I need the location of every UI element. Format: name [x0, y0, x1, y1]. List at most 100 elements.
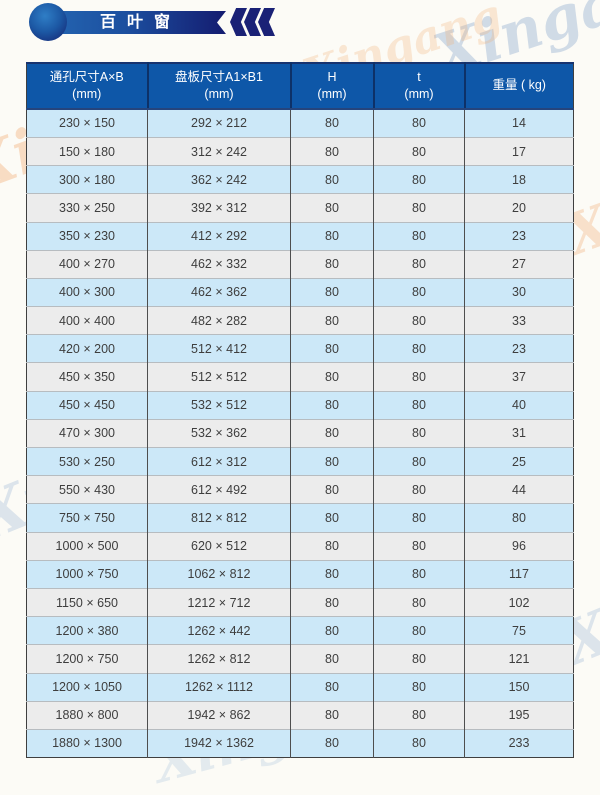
table-cell: 80: [290, 277, 374, 307]
table-cell: 18: [464, 165, 574, 194]
table-cell: 80: [290, 165, 374, 194]
table-row: 1200 × 1050 1262 × 1112 80 80 150: [26, 672, 574, 702]
table-cell: 80: [373, 418, 465, 448]
table-cell: 530 × 250: [26, 446, 148, 476]
table-cell: 1942 × 862: [147, 700, 291, 730]
column-label: 重量 ( kg): [492, 78, 546, 93]
table-cell: 80: [373, 475, 465, 504]
table-cell: 80: [290, 390, 374, 420]
banner-bar: 百叶窗: [44, 11, 226, 34]
table-cell: 80: [373, 334, 465, 363]
table-cell: 450 × 450: [26, 390, 148, 420]
table-cell: 80: [373, 728, 465, 758]
table-row: 330 × 250 392 × 312 80 80 20: [26, 193, 574, 222]
table-cell: 33: [464, 306, 574, 335]
table-cell: 450 × 350: [26, 362, 148, 392]
table-row: 400 × 400 482 × 282 80 80 33: [26, 306, 574, 335]
table-cell: 80: [290, 559, 374, 589]
table-cell: 80: [290, 672, 374, 702]
table-cell: 1200 × 380: [26, 616, 148, 645]
table-row: 450 × 450 532 × 512 80 80 40: [26, 390, 574, 420]
table-cell: 80: [290, 644, 374, 673]
table-row: 1200 × 380 1262 × 442 80 80 75: [26, 616, 574, 645]
table-cell: 37: [464, 362, 574, 392]
table-cell: 17: [464, 136, 574, 166]
section-banner: 百叶窗: [0, 0, 600, 50]
table-cell: 80: [373, 277, 465, 307]
table-cell: 400 × 300: [26, 277, 148, 307]
table-cell: 23: [464, 334, 574, 363]
table-cell: 330 × 250: [26, 193, 148, 222]
table-cell: 80: [290, 503, 374, 533]
table-cell: 31: [464, 418, 574, 448]
table-row: 450 × 350 512 × 512 80 80 37: [26, 362, 574, 392]
table-cell: 1942 × 1362: [147, 728, 291, 758]
table-row: 230 × 150 292 × 212 80 80 14: [26, 108, 574, 138]
table-cell: 80: [290, 616, 374, 645]
table-cell: 80: [290, 418, 374, 448]
table-cell: 230 × 150: [26, 108, 148, 138]
table-cell: 80: [290, 306, 374, 335]
circle-decoration-icon: [29, 3, 67, 41]
column-label: 通孔尺寸A×B: [49, 70, 124, 84]
table-cell: 150: [464, 672, 574, 702]
table-cell: 80: [290, 700, 374, 730]
table-row: 150 × 180 312 × 242 80 80 17: [26, 136, 574, 166]
table-cell: 612 × 312: [147, 446, 291, 476]
table-cell: 233: [464, 728, 574, 758]
table-row: 750 × 750 812 × 812 80 80 80: [26, 503, 574, 533]
table-cell: 80: [373, 446, 465, 476]
column-header: 通孔尺寸A×B (mm): [26, 63, 148, 110]
table-cell: 44: [464, 475, 574, 504]
table-cell: 1262 × 812: [147, 644, 291, 673]
page-title: 百叶窗: [99, 13, 181, 31]
table-cell: 80: [373, 644, 465, 673]
table-cell: 80: [373, 390, 465, 420]
table-cell: 400 × 400: [26, 306, 148, 335]
table-cell: 117: [464, 559, 574, 589]
table-cell: 80: [290, 249, 374, 279]
column-header: H (mm): [289, 63, 374, 110]
table-cell: 80: [290, 475, 374, 504]
column-header: 重量 ( kg): [463, 63, 574, 110]
table-cell: 80: [373, 672, 465, 702]
table-cell: 612 × 492: [147, 475, 291, 504]
table-cell: 362 × 242: [147, 165, 291, 194]
table-header-row: 通孔尺寸A×B (mm) 盘板尺寸A1×B1 (mm) H (mm) t (mm) 重量 ( k…: [26, 63, 574, 110]
chevron-left-icon: [244, 8, 261, 36]
table-cell: 75: [464, 616, 574, 645]
table-cell: 292 × 212: [147, 108, 291, 138]
table-cell: 80: [373, 616, 465, 645]
table-cell: 121: [464, 644, 574, 673]
table-cell: 20: [464, 193, 574, 222]
table-cell: 80: [373, 193, 465, 222]
chevron-left-icon: [258, 8, 275, 36]
table-cell: 150 × 180: [26, 136, 148, 166]
table-cell: 482 × 282: [147, 306, 291, 335]
table-cell: 80: [290, 136, 374, 166]
column-unit: (mm): [404, 86, 434, 101]
table-row: 470 × 300 532 × 362 80 80 31: [26, 418, 574, 448]
column-header: t (mm): [372, 63, 465, 110]
table-row: 1000 × 500 620 × 512 80 80 96: [26, 531, 574, 561]
table-cell: 312 × 242: [147, 136, 291, 166]
table-cell: 80: [290, 531, 374, 561]
column-label: t: [417, 70, 421, 84]
table-cell: 27: [464, 249, 574, 279]
table-cell: 80: [290, 193, 374, 222]
table-row: 1000 × 750 1062 × 812 80 80 117: [26, 559, 574, 589]
table-row: 1880 × 800 1942 × 862 80 80 195: [26, 700, 574, 730]
column-unit: (mm): [204, 86, 234, 101]
table-row: 400 × 300 462 × 362 80 80 30: [26, 277, 574, 307]
column-header: 盘板尺寸A1×B1 (mm): [146, 63, 291, 110]
table-cell: 14: [464, 108, 574, 138]
column-label: H: [327, 70, 337, 84]
table-cell: 80: [373, 165, 465, 194]
table-cell: 102: [464, 587, 574, 617]
table-cell: 350 × 230: [26, 221, 148, 251]
table-cell: 512 × 412: [147, 334, 291, 363]
table-cell: 512 × 512: [147, 362, 291, 392]
table-cell: 1262 × 442: [147, 616, 291, 645]
table-row: 530 × 250 612 × 312 80 80 25: [26, 446, 574, 476]
